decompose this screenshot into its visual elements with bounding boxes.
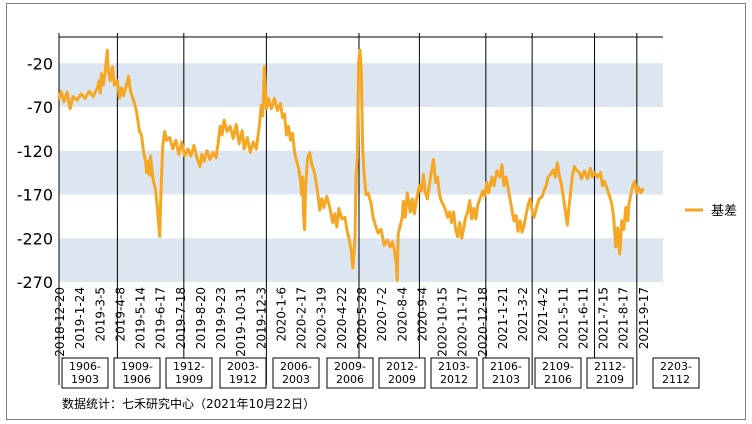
contract-label-line: 2103 <box>492 373 520 386</box>
contract-label-line: 1909 <box>175 373 203 386</box>
contract-label-line: 1903 <box>71 373 99 386</box>
x-tick-label: 2021-7-15 <box>597 287 611 349</box>
contract-label-line: 2106- <box>490 360 522 373</box>
contract-label-line: 2103- <box>438 360 470 373</box>
contract-label-line: 2003- <box>227 360 259 373</box>
x-tick-label: 2021-1-21 <box>496 287 510 349</box>
x-tick-label: 2020-2-17 <box>295 287 309 349</box>
contract-box <box>586 357 634 389</box>
contract-label-line: 2009 <box>388 373 416 386</box>
basis-series-line <box>57 48 645 282</box>
contract-label-line: 2109- <box>542 360 574 373</box>
contract-label-line: 1906 <box>123 373 151 386</box>
grid-band-2 <box>59 238 663 282</box>
x-tick-label: 2019-9-23 <box>214 287 228 349</box>
x-tick-label: 2021-9-17 <box>637 287 651 349</box>
contract-box <box>482 357 530 389</box>
x-tick-label: 2020-10-15 <box>436 287 450 357</box>
x-tick-label: 2021-4-2 <box>536 287 550 341</box>
contract-box <box>272 357 320 389</box>
x-tick-label: 2020-8-4 <box>395 287 409 341</box>
contract-box <box>652 357 700 389</box>
x-tick-label: 2019-3-5 <box>93 287 107 341</box>
x-tick-label: 2020-1-6 <box>274 287 288 341</box>
x-tick-label: 2020-9-4 <box>415 287 429 341</box>
y-tick-label: -270 <box>17 273 53 292</box>
y-tick-label: -70 <box>27 98 53 117</box>
contract-label-line: 2109 <box>596 373 624 386</box>
contract-label-line: 1912 <box>229 373 257 386</box>
contract-label-line: 2106 <box>544 373 572 386</box>
x-tick-label: 2020-5-28 <box>355 287 369 349</box>
contract-box <box>326 357 374 389</box>
x-tick-label: 2021-8-17 <box>617 287 631 349</box>
x-tick-label: 2019-12-3 <box>254 287 268 349</box>
x-tick-label: 2020-7-2 <box>375 287 389 341</box>
contract-label-line: 1906- <box>69 360 101 373</box>
x-tick-label: 2020-3-19 <box>315 287 329 349</box>
contract-label-line: 2003 <box>282 373 310 386</box>
contract-label-line: 2112- <box>594 360 626 373</box>
x-tick-label: 2020-12-18 <box>476 287 490 357</box>
x-tick-label: 2019-5-14 <box>134 287 148 349</box>
y-tick-label: -220 <box>17 229 53 248</box>
contract-label-line: 1912- <box>173 360 205 373</box>
x-tick-label: 2019-7-18 <box>174 287 188 349</box>
contract-label-line: 2009- <box>334 360 366 373</box>
contract-label-line: 1909- <box>121 360 153 373</box>
y-tick-label: -120 <box>17 142 53 161</box>
contract-label-line: 2006- <box>280 360 312 373</box>
source-note: 数据统计：七禾研究中心（2021年10月22日） <box>62 396 315 411</box>
y-tick-label: -170 <box>17 186 53 205</box>
contract-box <box>219 357 267 389</box>
x-tick-label: 2020-4-22 <box>335 287 349 349</box>
x-tick-label: 2020-11-17 <box>456 287 470 357</box>
x-tick-label: 2019-6-17 <box>154 287 168 349</box>
contract-box <box>378 357 426 389</box>
x-tick-label: 2021-3-2 <box>516 287 530 341</box>
contract-label-line: 2012- <box>386 360 418 373</box>
contract-label-line: 2203- <box>660 360 692 373</box>
x-tick-label: 2018-12-20 <box>53 287 67 357</box>
contract-box <box>430 357 478 389</box>
x-tick-label: 2021-6-11 <box>576 287 590 349</box>
x-tick-label: 2019-10-31 <box>234 287 248 357</box>
contract-box <box>61 357 109 389</box>
chart-frame <box>6 3 746 420</box>
x-tick-label: 2019-1-24 <box>73 287 87 349</box>
x-tick-label: 2019-8-20 <box>194 287 208 349</box>
contract-box <box>165 357 213 389</box>
x-tick-label: 2021-5-11 <box>556 287 570 349</box>
x-tick-label: 2019-4-8 <box>113 287 127 341</box>
y-tick-label: -20 <box>27 54 53 73</box>
contract-label-line: 2112 <box>662 373 690 386</box>
contract-label-line: 2012 <box>440 373 468 386</box>
contract-label-line: 2006 <box>336 373 364 386</box>
contract-box <box>534 357 582 389</box>
legend-label: 基差 <box>711 204 737 219</box>
contract-box <box>113 357 161 389</box>
